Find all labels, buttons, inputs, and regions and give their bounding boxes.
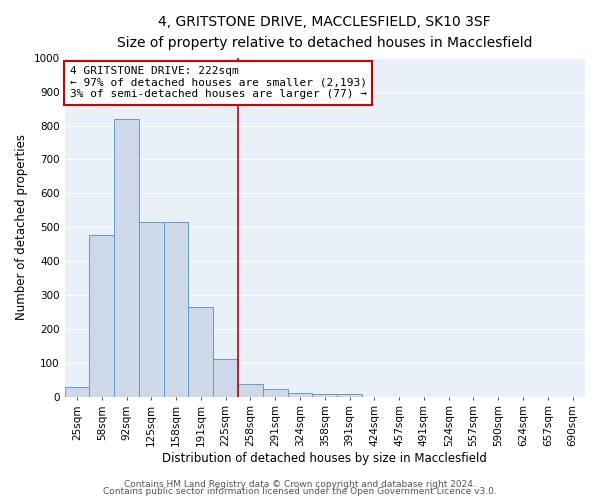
Bar [65, 387, 89, 396]
Y-axis label: Number of detached properties: Number of detached properties [15, 134, 28, 320]
Bar [139, 222, 164, 396]
Bar [287, 392, 313, 396]
Bar [114, 118, 139, 396]
Bar [164, 222, 188, 396]
Text: Contains HM Land Registry data © Crown copyright and database right 2024.: Contains HM Land Registry data © Crown c… [124, 480, 476, 489]
Bar [89, 234, 114, 396]
Bar [313, 394, 337, 396]
Text: 4 GRITSTONE DRIVE: 222sqm
← 97% of detached houses are smaller (2,193)
3% of sem: 4 GRITSTONE DRIVE: 222sqm ← 97% of detac… [70, 66, 367, 100]
Bar [263, 389, 287, 396]
Bar [337, 394, 362, 396]
Title: 4, GRITSTONE DRIVE, MACCLESFIELD, SK10 3SF
Size of property relative to detached: 4, GRITSTONE DRIVE, MACCLESFIELD, SK10 3… [117, 15, 533, 50]
X-axis label: Distribution of detached houses by size in Macclesfield: Distribution of detached houses by size … [163, 452, 487, 465]
Bar [213, 360, 238, 397]
Bar [238, 384, 263, 396]
Bar [188, 307, 213, 396]
Text: Contains public sector information licensed under the Open Government Licence v3: Contains public sector information licen… [103, 487, 497, 496]
